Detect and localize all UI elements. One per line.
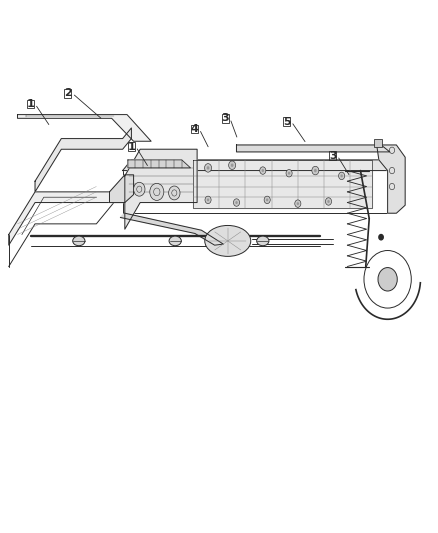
Bar: [283, 117, 290, 126]
Text: 3: 3: [222, 114, 230, 123]
Circle shape: [295, 200, 301, 207]
Circle shape: [231, 164, 233, 167]
Polygon shape: [110, 175, 134, 203]
Polygon shape: [377, 145, 405, 213]
Bar: [27, 100, 34, 108]
Polygon shape: [237, 145, 390, 152]
Ellipse shape: [205, 225, 251, 256]
Text: 4: 4: [191, 124, 199, 134]
Circle shape: [235, 201, 238, 204]
Circle shape: [378, 268, 397, 291]
Circle shape: [261, 169, 264, 172]
Circle shape: [150, 183, 164, 200]
Circle shape: [325, 198, 332, 205]
Polygon shape: [120, 213, 223, 245]
Polygon shape: [123, 160, 403, 171]
Circle shape: [229, 161, 236, 169]
Circle shape: [205, 196, 211, 204]
Polygon shape: [18, 115, 151, 141]
Polygon shape: [9, 160, 149, 245]
Ellipse shape: [169, 236, 181, 246]
Circle shape: [264, 196, 270, 204]
Bar: [374, 139, 382, 147]
Circle shape: [207, 198, 209, 201]
Bar: [191, 125, 198, 133]
Circle shape: [314, 169, 317, 172]
Circle shape: [207, 166, 209, 169]
Polygon shape: [193, 160, 372, 208]
Circle shape: [266, 198, 268, 201]
Bar: [329, 151, 336, 160]
Text: 1: 1: [127, 142, 135, 151]
Bar: [222, 114, 229, 123]
Circle shape: [286, 169, 292, 177]
Circle shape: [297, 202, 299, 205]
Circle shape: [312, 166, 319, 175]
Bar: [64, 89, 71, 98]
Circle shape: [327, 200, 330, 203]
Bar: [128, 142, 135, 151]
Circle shape: [169, 186, 180, 200]
Circle shape: [233, 199, 240, 206]
Text: 1: 1: [27, 99, 35, 109]
Text: 3: 3: [329, 151, 337, 160]
Circle shape: [339, 172, 345, 180]
Circle shape: [288, 172, 290, 175]
Text: 2: 2: [64, 88, 72, 98]
Text: 5: 5: [283, 117, 291, 126]
Circle shape: [134, 182, 145, 196]
Circle shape: [379, 235, 383, 240]
Ellipse shape: [73, 236, 85, 246]
Circle shape: [205, 164, 212, 172]
Polygon shape: [125, 149, 197, 229]
Polygon shape: [35, 128, 131, 192]
Polygon shape: [128, 160, 191, 168]
Ellipse shape: [257, 236, 269, 246]
Circle shape: [340, 174, 343, 177]
Circle shape: [260, 167, 266, 174]
